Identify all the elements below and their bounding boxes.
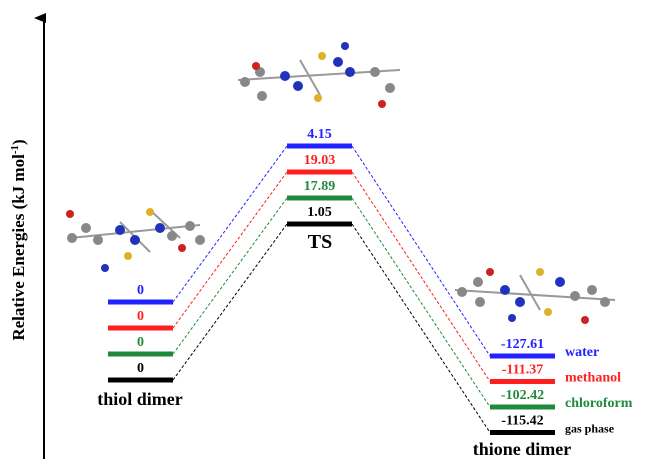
molecule-thiol — [66, 208, 205, 272]
energy-value: 0 — [137, 335, 144, 350]
molecule-thione — [455, 268, 615, 324]
energy-value: -111.37 — [502, 363, 544, 378]
y-axis-label: Relative Energies (kJ mol-1) — [9, 139, 28, 340]
energy-value: 0 — [137, 361, 144, 376]
energy-value: 19.03 — [304, 153, 336, 168]
energy-value: -127.61 — [501, 337, 544, 352]
state-label: thione dimer — [473, 439, 572, 459]
connector — [352, 146, 490, 356]
energy-value: 1.05 — [307, 205, 332, 220]
energy-value: 4.15 — [307, 127, 332, 142]
connector — [352, 172, 490, 382]
connector — [352, 198, 490, 407]
energy-value: -115.42 — [501, 414, 543, 429]
state-label: thiol dimer — [97, 389, 183, 409]
legend-label: water — [565, 345, 599, 360]
legend-label: gas phase — [565, 422, 615, 436]
legend-label: methanol — [565, 371, 621, 386]
state-label: TS — [308, 231, 332, 253]
legend-label: chloroform — [565, 396, 633, 411]
connector — [173, 172, 287, 328]
molecule-ts — [238, 42, 400, 108]
connector — [352, 224, 490, 433]
energy-diagram: Relative Energies (kJ mol-1) 0 4.15 -127.6… — [0, 0, 648, 459]
connector — [173, 224, 287, 380]
y-axis-label-text: Relative Energies (kJ mol — [9, 154, 28, 341]
energy-value: 17.89 — [304, 179, 336, 194]
energy-value: -102.42 — [501, 388, 544, 403]
energy-value: 0 — [137, 309, 144, 324]
energy-value: 0 — [137, 283, 144, 298]
y-axis-label-close: ) — [9, 139, 28, 145]
y-axis-label-sup: -1 — [9, 145, 21, 154]
